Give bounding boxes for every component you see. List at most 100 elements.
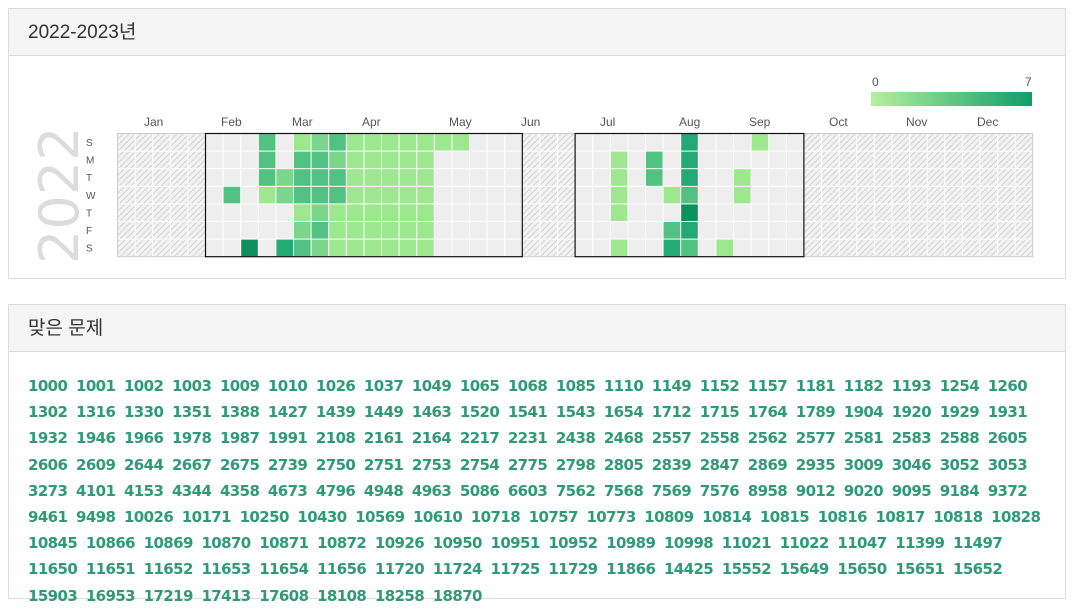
- day-cell[interactable]: [417, 186, 434, 204]
- day-cell[interactable]: [857, 169, 874, 186]
- day-cell[interactable]: [452, 239, 469, 257]
- day-cell[interactable]: [910, 186, 927, 204]
- day-cell[interactable]: [716, 151, 733, 169]
- day-cell[interactable]: [786, 134, 804, 151]
- day-cell[interactable]: [382, 222, 399, 239]
- problem-link[interactable]: 4101: [75, 481, 116, 500]
- day-cell[interactable]: [1015, 151, 1033, 169]
- problem-link[interactable]: 10026: [123, 508, 174, 527]
- problem-link[interactable]: 11652: [143, 560, 194, 579]
- day-cell[interactable]: [311, 151, 329, 169]
- problem-link[interactable]: 1330: [123, 403, 164, 422]
- day-cell[interactable]: [241, 239, 258, 257]
- day-cell[interactable]: [364, 239, 381, 257]
- day-cell[interactable]: [135, 151, 153, 169]
- day-cell[interactable]: [135, 204, 153, 221]
- day-cell[interactable]: [575, 204, 593, 221]
- problem-link[interactable]: 1181: [795, 377, 836, 395]
- problem-link[interactable]: 2775: [507, 455, 548, 474]
- day-cell[interactable]: [874, 169, 892, 186]
- day-cell[interactable]: [628, 186, 645, 204]
- day-cell[interactable]: [610, 239, 628, 257]
- day-cell[interactable]: [716, 134, 733, 151]
- problem-link[interactable]: 2869: [747, 455, 788, 474]
- day-cell[interactable]: [663, 186, 681, 204]
- day-cell[interactable]: [329, 239, 346, 257]
- problem-link[interactable]: 10869: [143, 534, 194, 553]
- day-cell[interactable]: [769, 151, 786, 169]
- problem-link[interactable]: 1009: [219, 377, 260, 395]
- day-cell[interactable]: [276, 151, 293, 169]
- day-cell[interactable]: [118, 204, 135, 221]
- problem-link[interactable]: 11729: [548, 560, 598, 579]
- day-cell[interactable]: [470, 134, 487, 151]
- day-cell[interactable]: [206, 134, 223, 151]
- problem-link[interactable]: 17608: [259, 586, 309, 605]
- day-cell[interactable]: [118, 186, 135, 204]
- day-cell[interactable]: [786, 239, 804, 257]
- day-cell[interactable]: [681, 151, 698, 169]
- day-cell[interactable]: [857, 239, 874, 257]
- day-cell[interactable]: [188, 151, 205, 169]
- day-cell[interactable]: [276, 186, 293, 204]
- day-cell[interactable]: [258, 239, 276, 257]
- day-cell[interactable]: [575, 222, 593, 239]
- day-cell[interactable]: [698, 204, 716, 221]
- day-cell[interactable]: [786, 186, 804, 204]
- problem-link[interactable]: 15650: [837, 560, 887, 579]
- day-cell[interactable]: [399, 204, 417, 221]
- day-cell[interactable]: [558, 151, 575, 169]
- day-cell[interactable]: [804, 186, 821, 204]
- day-cell[interactable]: [998, 204, 1015, 221]
- day-cell[interactable]: [663, 169, 681, 186]
- day-cell[interactable]: [417, 134, 434, 151]
- problem-link[interactable]: 10809: [644, 508, 694, 527]
- problem-link[interactable]: 2217: [459, 429, 500, 448]
- day-cell[interactable]: [769, 134, 786, 151]
- day-cell[interactable]: [452, 134, 469, 151]
- day-cell[interactable]: [663, 204, 681, 221]
- problem-link[interactable]: 15652: [953, 560, 1003, 579]
- day-cell[interactable]: [118, 239, 135, 257]
- day-cell[interactable]: [170, 204, 188, 221]
- problem-link[interactable]: 1002: [123, 377, 164, 395]
- day-cell[interactable]: [311, 204, 329, 221]
- problem-link[interactable]: 2588: [939, 429, 980, 448]
- day-cell[interactable]: [1015, 169, 1033, 186]
- day-cell[interactable]: [910, 239, 927, 257]
- day-cell[interactable]: [522, 151, 540, 169]
- day-cell[interactable]: [786, 151, 804, 169]
- day-cell[interactable]: [892, 239, 909, 257]
- day-cell[interactable]: [364, 186, 381, 204]
- problem-link[interactable]: 8958: [747, 481, 788, 500]
- day-cell[interactable]: [839, 169, 857, 186]
- day-cell[interactable]: [734, 186, 751, 204]
- problem-link[interactable]: 3273: [28, 481, 68, 500]
- day-cell[interactable]: [206, 186, 223, 204]
- problem-link[interactable]: 2753: [411, 455, 452, 474]
- problem-link[interactable]: 15651: [895, 560, 945, 579]
- problem-link[interactable]: 11654: [259, 560, 309, 579]
- day-cell[interactable]: [980, 134, 997, 151]
- day-cell[interactable]: [258, 204, 276, 221]
- problem-link[interactable]: 10871: [259, 534, 309, 553]
- problem-link[interactable]: 1068: [507, 377, 548, 395]
- day-cell[interactable]: [646, 134, 663, 151]
- problem-link[interactable]: 2675: [219, 455, 260, 474]
- day-cell[interactable]: [417, 239, 434, 257]
- day-cell[interactable]: [646, 204, 663, 221]
- problem-link[interactable]: 1931: [987, 403, 1028, 422]
- day-cell[interactable]: [434, 151, 452, 169]
- problem-link[interactable]: 10569: [355, 508, 405, 527]
- day-cell[interactable]: [417, 169, 434, 186]
- day-cell[interactable]: [804, 169, 821, 186]
- day-cell[interactable]: [646, 222, 663, 239]
- day-cell[interactable]: [681, 204, 698, 221]
- day-cell[interactable]: [118, 134, 135, 151]
- day-cell[interactable]: [540, 134, 557, 151]
- day-cell[interactable]: [399, 239, 417, 257]
- problem-link[interactable]: 1946: [75, 429, 116, 448]
- day-cell[interactable]: [223, 134, 241, 151]
- day-cell[interactable]: [681, 186, 698, 204]
- day-cell[interactable]: [434, 204, 452, 221]
